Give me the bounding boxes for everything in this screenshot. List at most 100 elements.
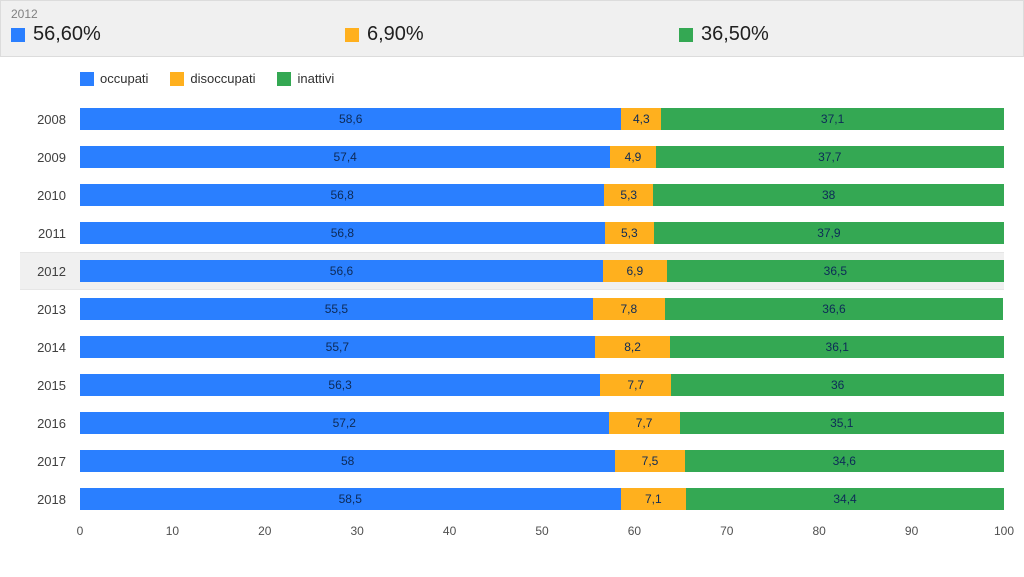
tooltip-value-disoccupati-text: 6,90% (367, 23, 424, 46)
row-bar: 57,27,735,1 (80, 412, 1004, 434)
bar-segment-inattivi[interactable]: 36,6 (665, 298, 1003, 320)
bar-segment-disoccupati[interactable]: 4,3 (621, 108, 661, 130)
axis-tick: 60 (628, 524, 641, 538)
chart-row[interactable]: 201858,57,134,4 (20, 480, 1004, 518)
axis-tick: 70 (720, 524, 733, 538)
bar-segment-disoccupati[interactable]: 7,7 (600, 374, 671, 396)
bar-segment-inattivi[interactable]: 36 (671, 374, 1004, 396)
bar-segment-occupati[interactable]: 57,4 (80, 146, 610, 168)
axis-tick: 80 (813, 524, 826, 538)
row-year-label: 2009 (20, 150, 80, 165)
tooltip-value-disoccupati: 6,90% (345, 23, 679, 46)
row-year-label: 2013 (20, 302, 80, 317)
bar-segment-inattivi[interactable]: 36,1 (670, 336, 1004, 358)
chart-row[interactable]: 201056,85,338 (20, 176, 1004, 214)
row-bar: 58,57,134,4 (80, 488, 1004, 510)
tooltip-values: 56,60% 6,90% 36,50% (11, 23, 1013, 46)
axis-tick: 0 (77, 524, 84, 538)
bar-segment-occupati[interactable]: 58 (80, 450, 615, 472)
row-bar: 56,37,736 (80, 374, 1004, 396)
bar-segment-inattivi[interactable]: 34,6 (685, 450, 1004, 472)
chart-row[interactable]: 201657,27,735,1 (20, 404, 1004, 442)
axis-tick: 20 (258, 524, 271, 538)
legend-item-disoccupati[interactable]: disoccupati (170, 71, 255, 86)
tooltip-year: 2012 (11, 7, 1013, 21)
bar-segment-disoccupati[interactable]: 7,7 (609, 412, 680, 434)
legend-label: occupati (100, 71, 148, 86)
tooltip-value-occupati-text: 56,60% (33, 23, 101, 46)
bar-segment-occupati[interactable]: 58,6 (80, 108, 621, 130)
chart-row[interactable]: 201256,66,936,5 (20, 252, 1004, 290)
chart-row[interactable]: 200957,44,937,7 (20, 138, 1004, 176)
chart-area: occupatidisoccupatiinattivi 200858,64,33… (0, 57, 1024, 544)
legend-label: inattivi (297, 71, 334, 86)
row-bar: 55,57,836,6 (80, 298, 1004, 320)
swatch-inattivi (679, 28, 693, 42)
legend: occupati disoccupati inattivi (80, 71, 1004, 86)
chart-row[interactable]: 201455,78,236,1 (20, 328, 1004, 366)
bar-segment-inattivi[interactable]: 37,9 (654, 222, 1004, 244)
axis-tick: 40 (443, 524, 456, 538)
bar-segment-disoccupati[interactable]: 5,3 (605, 222, 654, 244)
legend-swatch-disoccupati (170, 72, 184, 86)
row-year-label: 2012 (20, 264, 80, 279)
row-year-label: 2018 (20, 492, 80, 507)
tooltip-value-occupati: 56,60% (11, 23, 345, 46)
bar-segment-occupati[interactable]: 55,7 (80, 336, 595, 358)
bar-segment-occupati[interactable]: 56,8 (80, 184, 604, 206)
axis-tick: 30 (351, 524, 364, 538)
row-bar: 56,85,338 (80, 184, 1004, 206)
bar-segment-inattivi[interactable]: 37,1 (661, 108, 1004, 130)
chart-row[interactable]: 201355,57,836,6 (20, 290, 1004, 328)
row-year-label: 2010 (20, 188, 80, 203)
x-axis: 0102030405060708090100 (80, 524, 1004, 544)
axis-tick: 90 (905, 524, 918, 538)
bar-segment-inattivi[interactable]: 35,1 (680, 412, 1004, 434)
row-bar: 58,64,337,1 (80, 108, 1004, 130)
bar-segment-occupati[interactable]: 58,5 (80, 488, 621, 510)
row-bar: 56,66,936,5 (80, 260, 1004, 282)
chart-row[interactable]: 201556,37,736 (20, 366, 1004, 404)
row-bar: 55,78,236,1 (80, 336, 1004, 358)
tooltip-value-inattivi: 36,50% (679, 23, 1013, 46)
row-year-label: 2016 (20, 416, 80, 431)
legend-item-occupati[interactable]: occupati (80, 71, 148, 86)
bar-segment-disoccupati[interactable]: 7,8 (593, 298, 665, 320)
legend-label: disoccupati (190, 71, 255, 86)
bar-segment-disoccupati[interactable]: 8,2 (595, 336, 671, 358)
tooltip-header: 2012 56,60% 6,90% 36,50% (0, 0, 1024, 57)
bar-segment-disoccupati[interactable]: 5,3 (604, 184, 653, 206)
tooltip-value-inattivi-text: 36,50% (701, 23, 769, 46)
chart-row[interactable]: 200858,64,337,1 (20, 100, 1004, 138)
row-bar: 56,85,337,9 (80, 222, 1004, 244)
chart-row[interactable]: 201156,85,337,9 (20, 214, 1004, 252)
legend-swatch-occupati (80, 72, 94, 86)
row-year-label: 2015 (20, 378, 80, 393)
bar-segment-inattivi[interactable]: 34,4 (686, 488, 1004, 510)
bar-segment-occupati[interactable]: 56,8 (80, 222, 605, 244)
row-year-label: 2014 (20, 340, 80, 355)
bar-segment-disoccupati[interactable]: 4,9 (610, 146, 655, 168)
swatch-disoccupati (345, 28, 359, 42)
row-year-label: 2008 (20, 112, 80, 127)
bar-segment-disoccupati[interactable]: 6,9 (603, 260, 667, 282)
bar-segment-occupati[interactable]: 57,2 (80, 412, 609, 434)
bar-segment-inattivi[interactable]: 36,5 (667, 260, 1004, 282)
bar-segment-disoccupati[interactable]: 7,5 (615, 450, 684, 472)
legend-item-inattivi[interactable]: inattivi (277, 71, 334, 86)
bar-segment-occupati[interactable]: 56,3 (80, 374, 600, 396)
bar-segment-disoccupati[interactable]: 7,1 (621, 488, 687, 510)
row-year-label: 2011 (20, 226, 80, 241)
row-bar: 57,44,937,7 (80, 146, 1004, 168)
bar-segment-inattivi[interactable]: 38 (653, 184, 1004, 206)
bar-segment-inattivi[interactable]: 37,7 (656, 146, 1004, 168)
chart-row[interactable]: 2017587,534,6 (20, 442, 1004, 480)
axis-tick: 50 (535, 524, 548, 538)
swatch-occupati (11, 28, 25, 42)
axis-tick: 10 (166, 524, 179, 538)
axis-tick: 100 (994, 524, 1014, 538)
row-year-label: 2017 (20, 454, 80, 469)
bar-segment-occupati[interactable]: 55,5 (80, 298, 593, 320)
chart-rows: 200858,64,337,1200957,44,937,7201056,85,… (20, 100, 1004, 518)
bar-segment-occupati[interactable]: 56,6 (80, 260, 603, 282)
